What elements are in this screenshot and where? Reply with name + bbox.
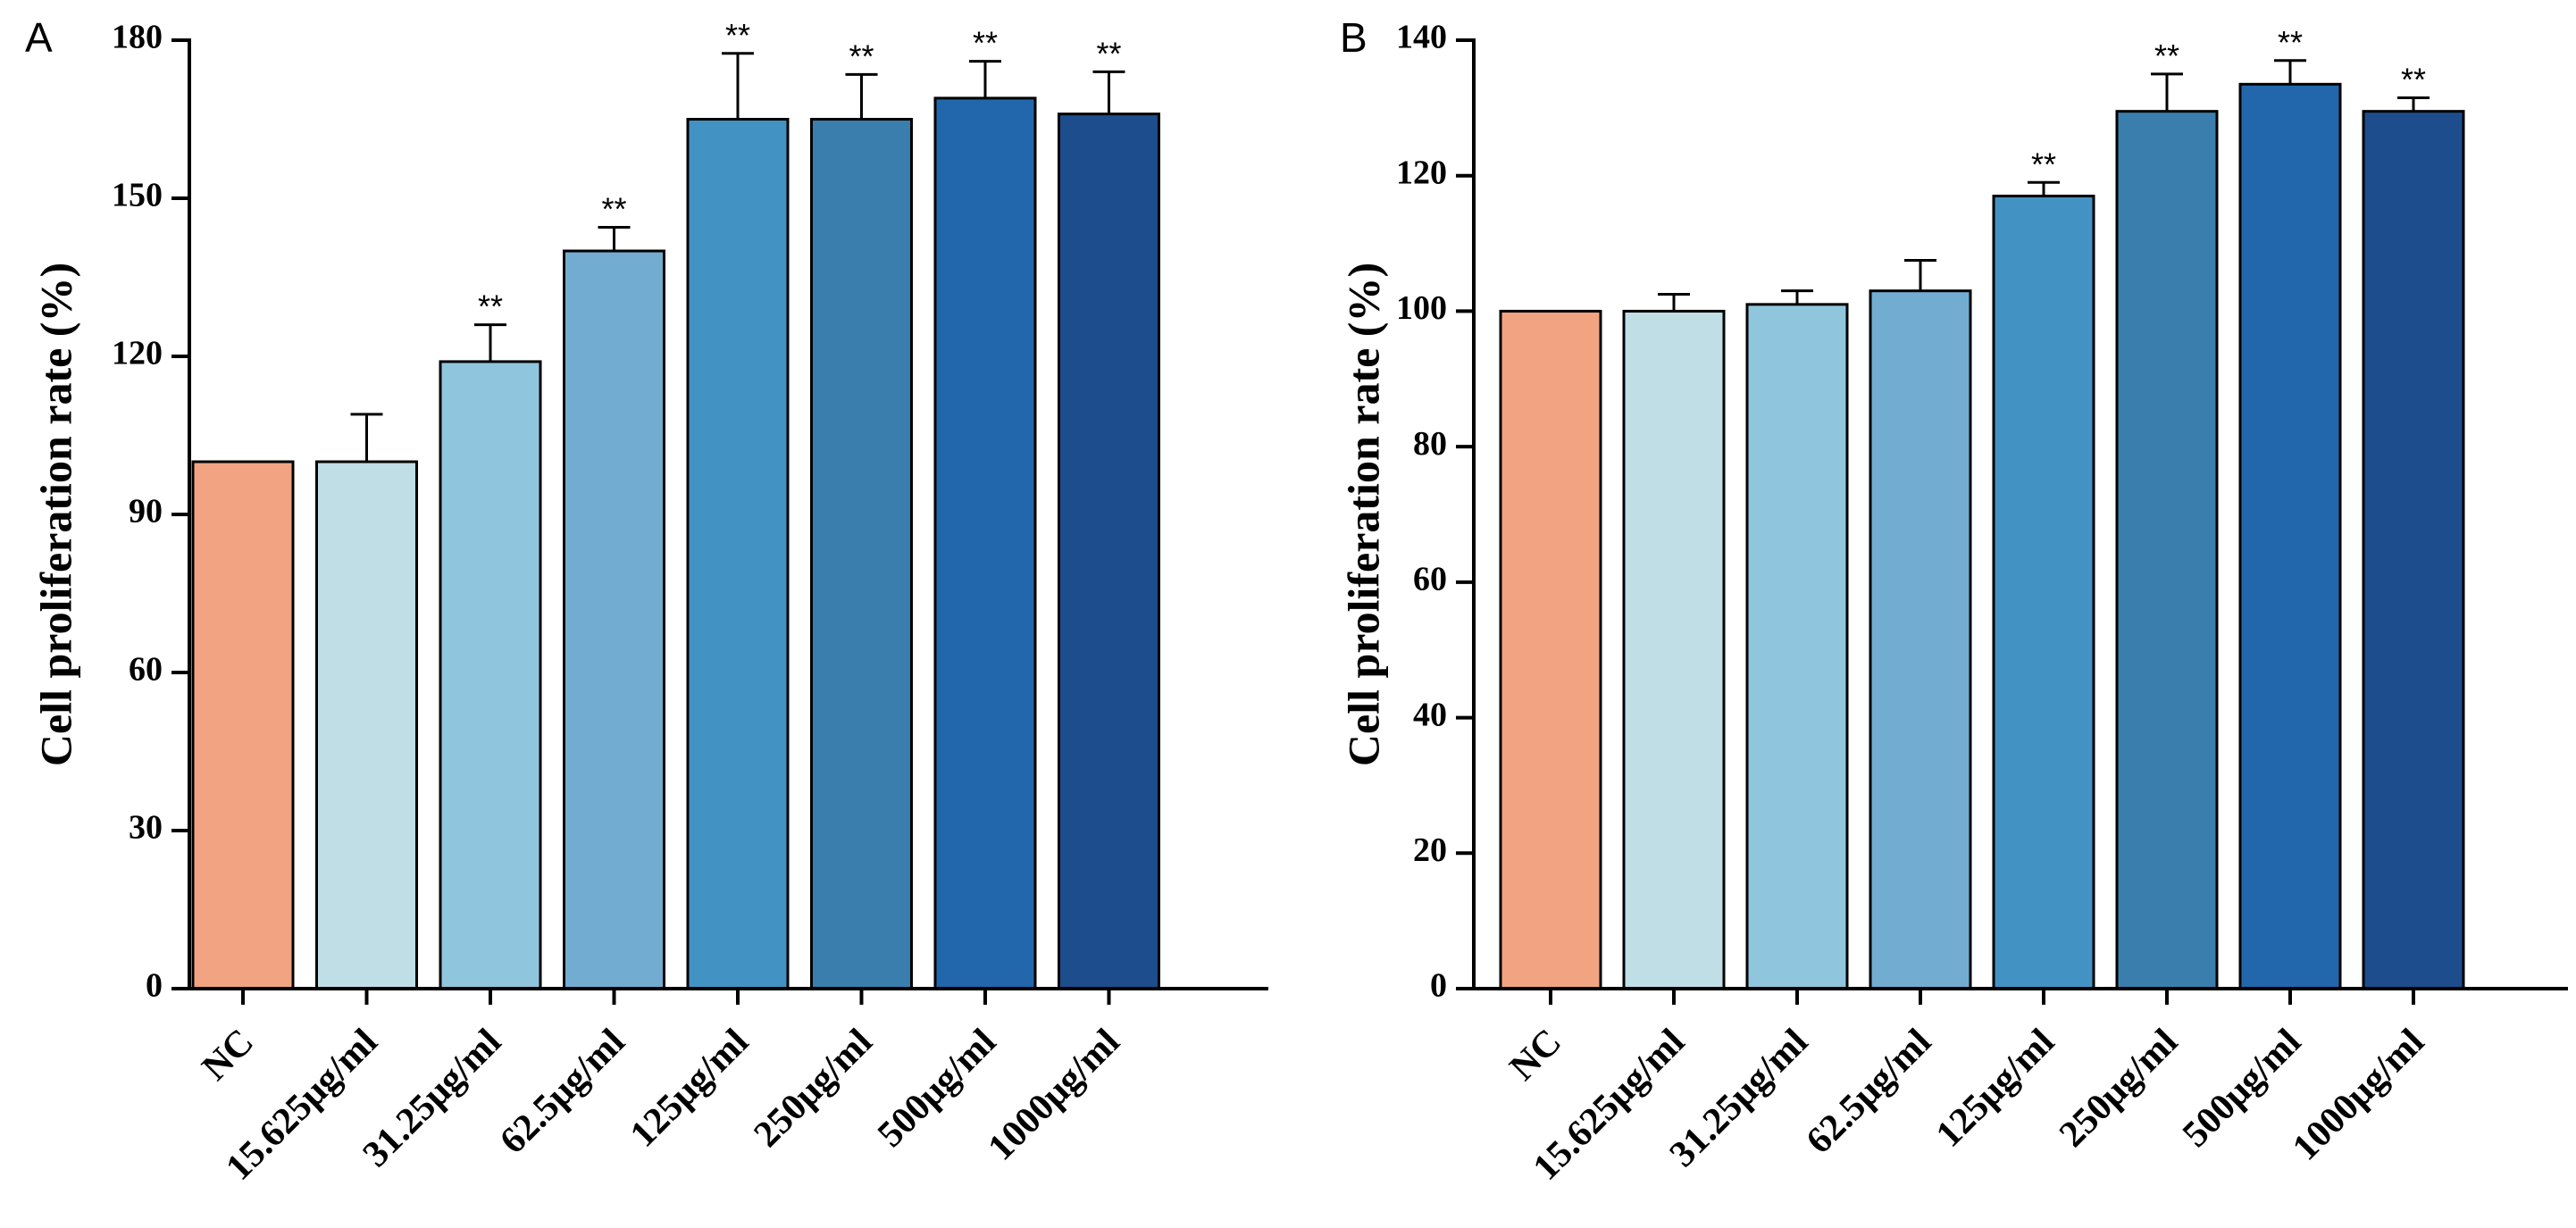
panel-b-category-label: 62.5μg/ml <box>1799 1022 1939 1162</box>
panel-a-category-label: NC <box>195 1022 262 1089</box>
panel-b-category-label: NC <box>1502 1022 1569 1089</box>
panel-b-bar <box>2115 110 2219 990</box>
panel-a-significance-label: ** <box>1096 35 1121 71</box>
panel-a-category-label: 1000μg/ml <box>981 1022 1128 1169</box>
panel-a-bar <box>191 460 295 990</box>
panel-a-significance-label: ** <box>478 288 503 325</box>
panel-a-y-tick-label: 90 <box>129 493 163 530</box>
panel-a-y-tick-label: 150 <box>112 177 163 214</box>
panel-b-significance-label: ** <box>2154 38 2179 74</box>
panel-a-significance-label: ** <box>973 25 998 62</box>
panel-a-category-label: 62.5μg/ml <box>492 1022 632 1162</box>
panel-b-y-tick-label: 60 <box>1413 561 1447 598</box>
panel-b-y-tick-label: 80 <box>1413 425 1447 463</box>
panel-b-y-tick-label: 100 <box>1396 289 1447 327</box>
panel-a-y-axis-label: Cell proliferation rate (%) <box>30 263 80 766</box>
panel-b-letter: B <box>1340 14 1367 61</box>
panel-b-category-label: 1000μg/ml <box>2285 1022 2432 1169</box>
panel-b-bar <box>1499 309 1602 990</box>
panel-a-y-tick-label: 120 <box>112 335 163 372</box>
panel-b-y-tick-label: 0 <box>1430 967 1447 1005</box>
panel-a-significance-label: ** <box>849 38 874 74</box>
panel-b-y-axis-label: Cell proliferation rate (%) <box>1338 263 1388 766</box>
panel-a-category-label: 250μg/ml <box>747 1022 881 1156</box>
panel-a-significance-label: ** <box>725 17 750 54</box>
panel-a-y-tick-label: 180 <box>112 19 163 56</box>
panel-a-bar <box>686 118 790 990</box>
panel-b-category-label: 125μg/ml <box>1928 1022 2062 1156</box>
panel-b-significance-label: ** <box>2278 24 2303 61</box>
panel-a-y-tick-label: 30 <box>129 809 163 847</box>
panel-a-y-tick-label: 60 <box>129 651 163 689</box>
panel-a-bar <box>1058 113 1160 990</box>
panel-b-y-tick-label: 20 <box>1413 831 1447 869</box>
panel-a-bar <box>315 460 418 990</box>
panel-a-y-tick-label: 0 <box>146 967 163 1005</box>
panel-b-significance-label: ** <box>2401 61 2426 97</box>
panel-b-bar <box>1622 309 1726 990</box>
panel-a-bar <box>439 360 542 990</box>
panel-b-bar <box>1745 303 1849 990</box>
panel-b-bar <box>2362 110 2465 990</box>
panel-b-y-tick-label: 120 <box>1396 154 1447 191</box>
panel-b-bar <box>1992 194 2095 990</box>
panel-a-bar <box>810 118 913 990</box>
panel-b-bar <box>2238 82 2342 990</box>
panel-a-letter: A <box>25 14 53 61</box>
panel-a-bar <box>933 96 1037 990</box>
panel-a-bar <box>563 249 665 990</box>
panel-a-category-label: 125μg/ml <box>623 1022 757 1156</box>
panel-b-significance-label: ** <box>2031 146 2056 182</box>
panel-b-y-tick-label: 140 <box>1396 19 1447 56</box>
panel-b-bar <box>1869 289 1972 990</box>
panel-b-y-tick-label: 40 <box>1413 696 1447 733</box>
panel-a-significance-label: ** <box>601 190 626 227</box>
panel-b-category-label: 250μg/ml <box>2052 1022 2186 1156</box>
